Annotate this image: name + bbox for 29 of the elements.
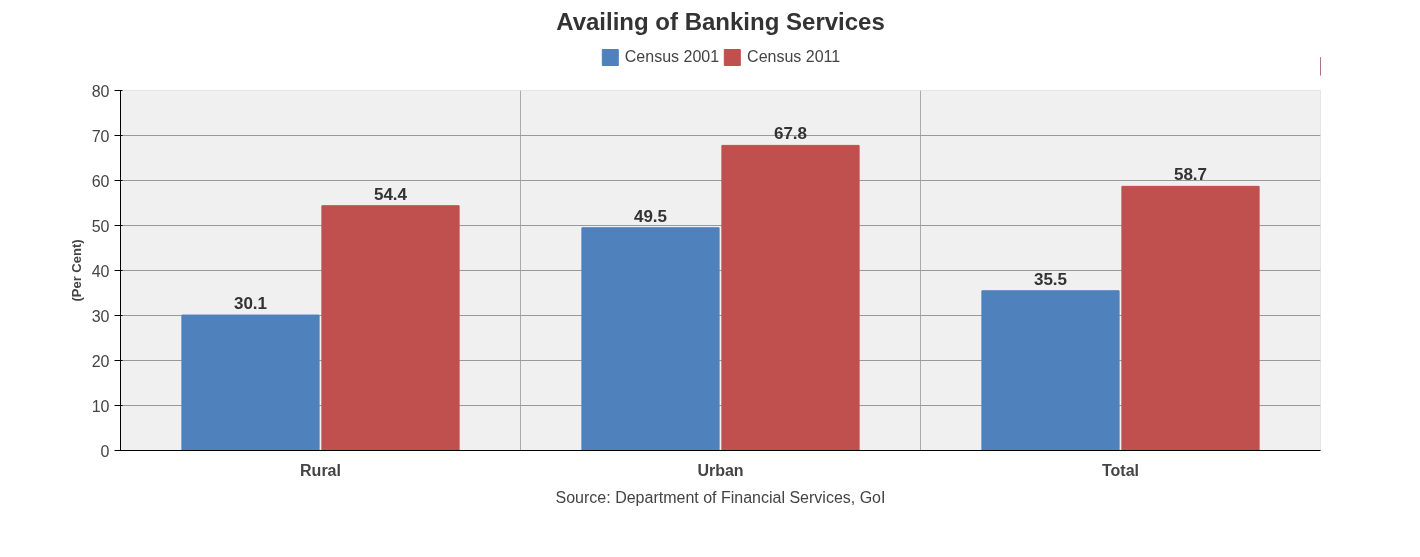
data-label: 67.8 xyxy=(773,124,808,144)
data-label: 35.5 xyxy=(1033,269,1068,289)
bar xyxy=(981,290,1120,451)
y-tick-label: 60 xyxy=(91,172,110,190)
data-label: 49.5 xyxy=(633,206,668,226)
y-tick-label: 50 xyxy=(91,217,110,235)
data-label: 30.1 xyxy=(233,294,268,314)
y-tick-label: 10 xyxy=(91,397,110,415)
y-tick-label: 70 xyxy=(91,127,110,145)
data-label: 54.4 xyxy=(373,184,408,204)
x-tick-label: Urban xyxy=(697,461,744,479)
source-note: Source: Department of Financial Services, GoI xyxy=(555,488,886,506)
bar xyxy=(721,144,860,451)
bar xyxy=(581,227,720,451)
y-tick-label: 20 xyxy=(91,352,110,370)
legend-label: Census 2011 xyxy=(747,48,841,66)
data-label: 58.7 xyxy=(1173,165,1208,185)
bar xyxy=(181,314,320,451)
x-tick-label: Total xyxy=(1101,461,1140,479)
legend-label: Census 2001 xyxy=(624,48,720,66)
y-tick-label: 0 xyxy=(100,442,110,460)
y-tick-label: 40 xyxy=(91,262,110,280)
chart-title: Availing of Banking Services xyxy=(556,7,885,35)
x-tick-label: Rural xyxy=(300,461,341,479)
y-axis-title: (Per Cent) xyxy=(68,239,84,302)
y-tick-label: 30 xyxy=(91,307,110,325)
bar xyxy=(1121,185,1260,451)
y-tick-label: 80 xyxy=(91,82,110,100)
bar xyxy=(321,205,460,451)
